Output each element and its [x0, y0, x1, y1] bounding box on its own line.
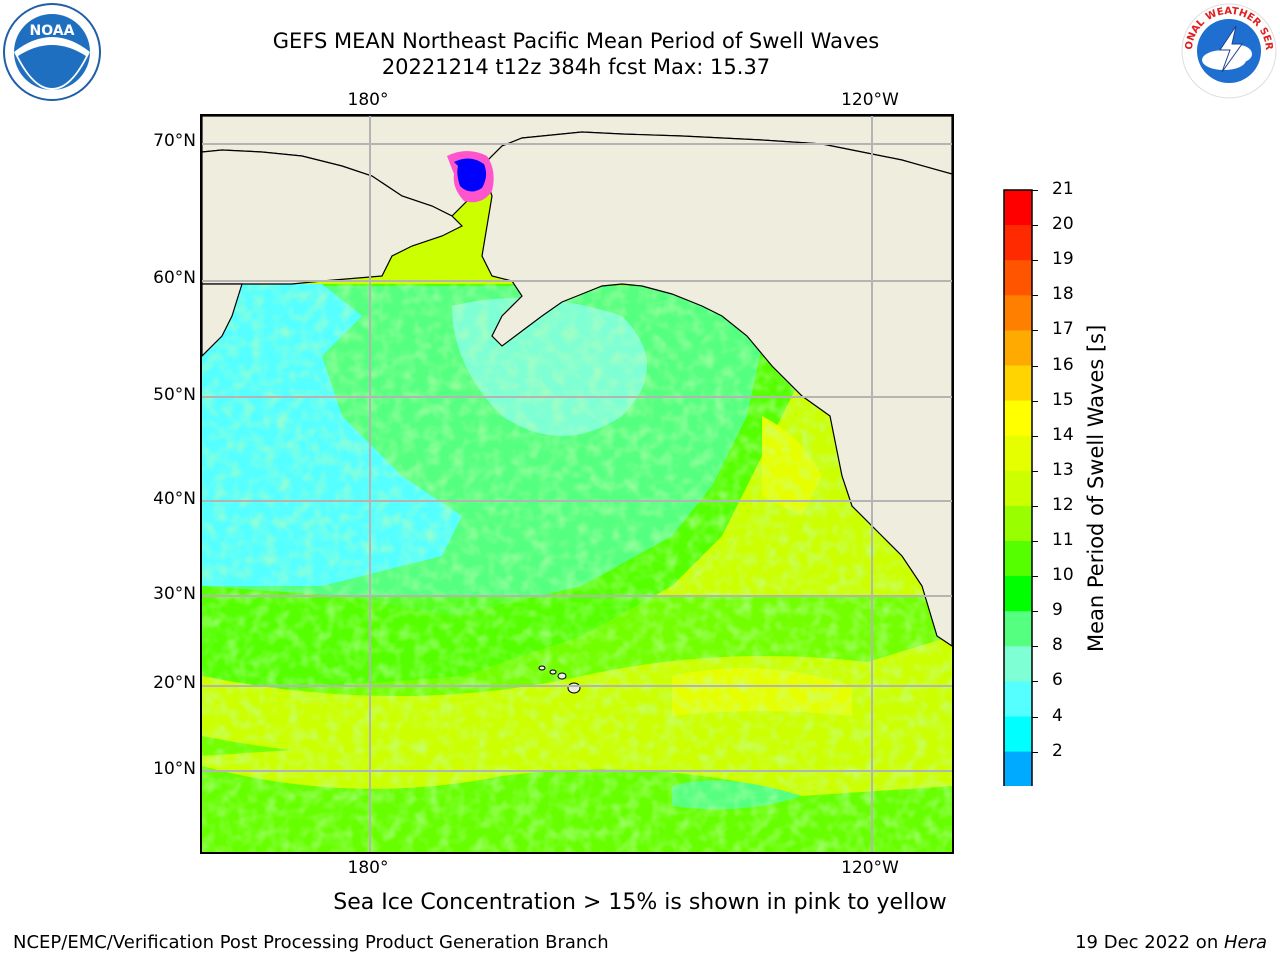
colorbar-segment — [1004, 505, 1032, 542]
colorbar-segment — [1004, 611, 1032, 647]
swell-period-map — [202, 116, 952, 852]
land-siberia — [202, 149, 464, 285]
colorbar-tick-mark — [1032, 576, 1038, 578]
colorbar-tick-label: 15 — [1052, 389, 1074, 410]
colorbar-tick-label: 12 — [1052, 494, 1074, 515]
lat-label-70: 70°N — [153, 131, 196, 151]
sea-ice-core — [454, 158, 487, 192]
colorbar-segment — [1004, 541, 1032, 577]
footer-date-text: 19 Dec 2022 on — [1075, 932, 1224, 953]
colorbar-tick-mark — [1032, 541, 1038, 542]
land-kamchatka — [202, 283, 243, 357]
footer-date: 19 Dec 2022 on Hera — [1075, 932, 1267, 953]
colorbar-segment — [1004, 576, 1032, 612]
svg-text:NOAA: NOAA — [30, 23, 75, 39]
colorbar-segment — [1004, 295, 1032, 331]
colorbar-segment — [1004, 260, 1032, 296]
colorbar-segment — [1004, 365, 1032, 402]
footer-org: NCEP/EMC/Verification Post Processing Pr… — [13, 932, 609, 953]
colorbar-tick-mark — [1032, 681, 1038, 683]
colorbar-tick-mark — [1032, 751, 1038, 753]
nws-logo: NATIONAL WEATHER SERVICE — [1176, 0, 1278, 100]
colorbar-tick-mark — [1032, 260, 1038, 262]
map-title: GEFS MEAN Northeast Pacific Mean Period … — [272, 29, 880, 53]
colorbar-tick-mark — [1032, 225, 1038, 227]
colorbar-tick-mark — [1032, 365, 1038, 367]
lon-label-bottom-120w: 120°W — [841, 858, 899, 878]
colorbar — [1000, 186, 1040, 851]
colorbar-tick-mark — [1032, 470, 1038, 472]
lat-label-60: 60°N — [153, 268, 196, 288]
colorbar-tick-mark — [1032, 295, 1038, 297]
sea-ice-note: Sea Ice Concentration > 15% is shown in … — [333, 890, 947, 915]
colorbar-tick-label: 4 — [1052, 705, 1063, 726]
colorbar-tick-mark — [1032, 190, 1038, 191]
colorbar-tick-label: 21 — [1052, 179, 1074, 199]
colorbar-tick-label: 17 — [1052, 319, 1074, 340]
colorbar-title: Mean Period of Swell Waves [s] — [1084, 324, 1108, 652]
colorbar-segment — [1004, 716, 1032, 753]
map-subtitle: 20221214 t12z 384h fcst Max: 15.37 — [381, 55, 771, 79]
colorbar-tick-label: 13 — [1052, 459, 1074, 480]
colorbar-tick-label: 19 — [1052, 249, 1074, 270]
colorbar-tick-label: 10 — [1052, 565, 1074, 586]
lat-label-20: 20°N — [153, 673, 196, 693]
colorbar-segment — [1004, 225, 1032, 261]
colorbar-tick-mark — [1032, 646, 1038, 648]
colorbar-tick-label: 18 — [1052, 284, 1074, 305]
hawaii-islands — [538, 665, 581, 694]
land-north-america — [481, 131, 952, 647]
colorbar-tick-label: 6 — [1052, 670, 1063, 691]
lat-label-50: 50°N — [153, 385, 196, 405]
footer-host: Hera — [1223, 932, 1267, 953]
lat-label-40: 40°N — [153, 489, 196, 509]
colorbar-tick-mark — [1032, 611, 1038, 613]
colorbar-tick-mark — [1032, 400, 1038, 402]
colorbar-tick-label: 11 — [1052, 530, 1074, 550]
colorbar-segment — [1004, 681, 1032, 717]
graticule — [202, 116, 952, 852]
colorbar-segment — [1004, 190, 1032, 226]
colorbar-tick-mark — [1032, 435, 1038, 437]
colorbar-segment — [1004, 751, 1032, 788]
colorbar-tick-mark — [1032, 330, 1038, 332]
lon-label-top-180: 180° — [347, 90, 389, 110]
noaa-logo: NOAA — [2, 2, 102, 102]
colorbar-segment — [1004, 330, 1032, 366]
lon-label-top-120w: 120°W — [841, 90, 899, 110]
lat-label-10: 10°N — [153, 759, 196, 779]
colorbar-tick-label: 2 — [1052, 740, 1063, 761]
lon-label-bottom-180: 180° — [347, 858, 389, 878]
colorbar-tick-mark — [1032, 716, 1038, 718]
colorbar-segment — [1004, 646, 1032, 682]
colorbar-tick-label: 20 — [1052, 214, 1074, 235]
map-panel — [200, 114, 954, 854]
colorbar-tick-label: 14 — [1052, 424, 1074, 445]
lat-label-30: 30°N — [153, 584, 196, 604]
colorbar-segment — [1004, 400, 1032, 437]
colorbar-tick-label: 8 — [1052, 635, 1063, 656]
colorbar-segment — [1004, 470, 1032, 507]
colorbar-tick-label: 9 — [1052, 600, 1063, 621]
colorbar-tick-mark — [1032, 505, 1038, 507]
colorbar-segment — [1004, 435, 1032, 472]
colorbar-tick-label: 16 — [1052, 354, 1074, 375]
